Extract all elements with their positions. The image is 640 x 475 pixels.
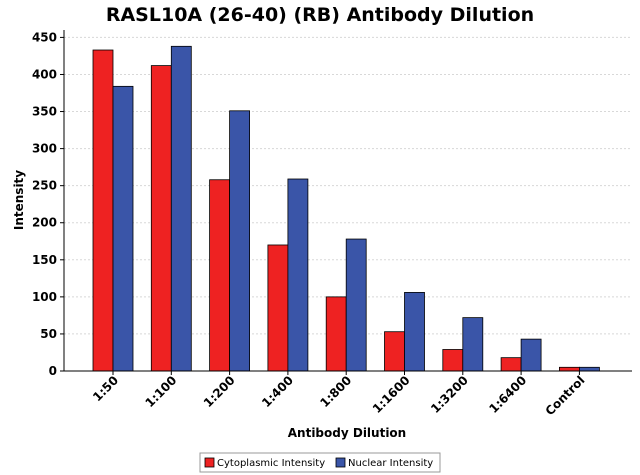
legend-label-nuclear: Nuclear Intensity — [348, 458, 433, 469]
legend-swatch-cytoplasmic — [204, 457, 215, 468]
bar-nuclear — [520, 338, 542, 372]
bar-cytoplasmic — [150, 65, 172, 372]
x-tick-label: 1:200 — [201, 373, 238, 410]
x-tick-label: Control — [543, 373, 588, 418]
bar-nuclear — [170, 45, 192, 372]
y-tick-label: 400 — [32, 67, 57, 81]
x-axis-title: Antibody Dilution — [288, 426, 406, 440]
legend-swatch-nuclear — [335, 457, 346, 468]
y-tick-label: 150 — [32, 253, 57, 267]
y-axis-ticks: 0 50 100 150 200 250 300 350 400 450 — [32, 30, 64, 378]
x-tick-label: 1:1600 — [370, 373, 413, 416]
bar-nuclear — [404, 292, 425, 372]
bars — [92, 45, 600, 372]
chart-title: RASL10A (26-40) (RB) Antibody Dilution — [106, 4, 534, 26]
x-axis-ticks: 1:50 1:100 1:200 1:400 1:800 1:1600 1:3200 1:64… — [90, 371, 588, 418]
legend-frame — [199, 452, 441, 473]
x-tick-label: 1:800 — [317, 373, 354, 410]
legend: Cytoplasmic Intensity Nuclear Intensity — [199, 452, 441, 473]
y-tick-label: 450 — [32, 30, 57, 44]
y-tick-label: 300 — [32, 142, 57, 156]
x-tick-label: 1:3200 — [428, 373, 471, 416]
y-tick-label: 100 — [32, 290, 57, 304]
y-tick-label: 0 — [49, 364, 57, 378]
legend-label-cytoplasmic: Cytoplasmic Intensity — [217, 458, 325, 469]
bar-cytoplasmic — [559, 366, 580, 372]
x-tick-label: 1:6400 — [486, 373, 529, 416]
bar-cytoplasmic — [500, 357, 522, 372]
bar-cytoplasmic — [384, 331, 405, 372]
bar-cytoplasmic — [92, 49, 114, 372]
bar-nuclear — [579, 366, 600, 372]
y-axis-title: Intensity — [12, 170, 26, 230]
bar-nuclear — [345, 238, 367, 372]
y-tick-label: 250 — [32, 179, 57, 193]
bar-nuclear — [112, 85, 134, 372]
bar-cytoplasmic — [209, 179, 231, 372]
bar-nuclear — [287, 178, 309, 372]
bar-nuclear — [229, 110, 251, 372]
y-tick-label: 350 — [32, 105, 57, 119]
x-tick-label: 1:100 — [143, 373, 180, 410]
x-tick-label: 1:400 — [259, 373, 296, 410]
bar-cytoplasmic — [325, 296, 347, 372]
y-tick-label: 200 — [32, 216, 57, 230]
bar-cytoplasmic — [442, 349, 464, 372]
y-tick-label: 50 — [40, 327, 57, 341]
bar-nuclear — [462, 317, 484, 372]
x-tick-label: 1:50 — [90, 373, 121, 404]
bar-cytoplasmic — [267, 244, 289, 372]
